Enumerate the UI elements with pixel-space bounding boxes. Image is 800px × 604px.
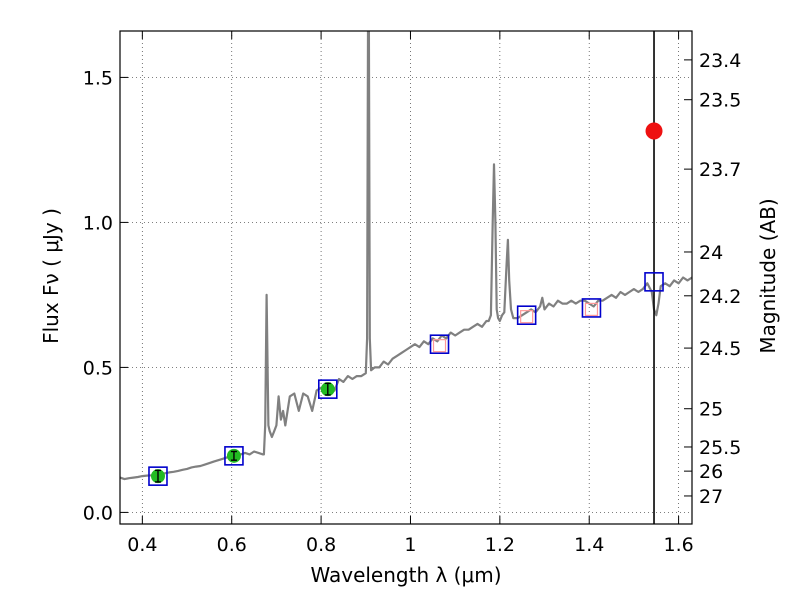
x-tick-label: 0.4 [127, 534, 157, 556]
y-tick-label: 1.5 [83, 67, 113, 89]
tick-layer: 0.4 0.6 0.8 1 1.2 1.4 1.6 0.0 0.5 1.0 1.5 23.4 23.5 2… [83, 31, 741, 556]
open-square-marker [224, 446, 244, 466]
x-tick-label: 0.6 [217, 534, 247, 556]
spectrum-layer [120, 31, 692, 481]
y2-tick-label: 23.4 [699, 50, 741, 72]
x-tick-label: 1.6 [663, 534, 693, 556]
y2-tick-label: 24 [699, 242, 723, 264]
open-square-marker [581, 298, 602, 318]
plot-border [119, 30, 693, 525]
open-square-marker [148, 466, 168, 486]
y-axis-label: Flux Fν ( μJy ) [39, 208, 63, 344]
y2-tick-label: 23.5 [699, 90, 741, 112]
open-square-marker [644, 272, 664, 292]
x-axis-label: Wavelength λ (μm) [310, 563, 501, 587]
y2-tick-label: 25.5 [699, 437, 741, 459]
y-tick-label: 0.0 [83, 502, 113, 524]
y2-tick-label: 25 [699, 399, 723, 421]
small-square-marker [520, 310, 534, 324]
small-square-marker [584, 302, 599, 316]
open-square-marker [516, 305, 537, 326]
x-tick-label: 1 [404, 534, 416, 556]
y-tick-label: 1.0 [83, 212, 113, 234]
y2-axis-label: Magnitude (AB) [756, 198, 780, 353]
y-tick-label: 0.5 [83, 357, 113, 379]
small-square-marker [432, 339, 447, 353]
grid-lines [120, 31, 692, 524]
open-square-marker [429, 334, 450, 355]
y2-tick-label: 26 [699, 461, 723, 483]
y2-tick-label: 23.7 [699, 159, 741, 181]
y2-tick-label: 27 [699, 486, 723, 508]
spectrum-line [120, 31, 692, 481]
x-tick-label: 0.8 [306, 534, 336, 556]
open-square-marker [317, 379, 338, 399]
plot-frame [119, 30, 693, 525]
x-tick-label: 1.4 [574, 534, 604, 556]
x-tick-label: 1.2 [485, 534, 515, 556]
y2-tick-label: 24.5 [699, 338, 741, 360]
red-circle-marker [645, 122, 663, 140]
photometry-layer [148, 31, 664, 524]
y2-tick-label: 24.2 [699, 286, 741, 308]
